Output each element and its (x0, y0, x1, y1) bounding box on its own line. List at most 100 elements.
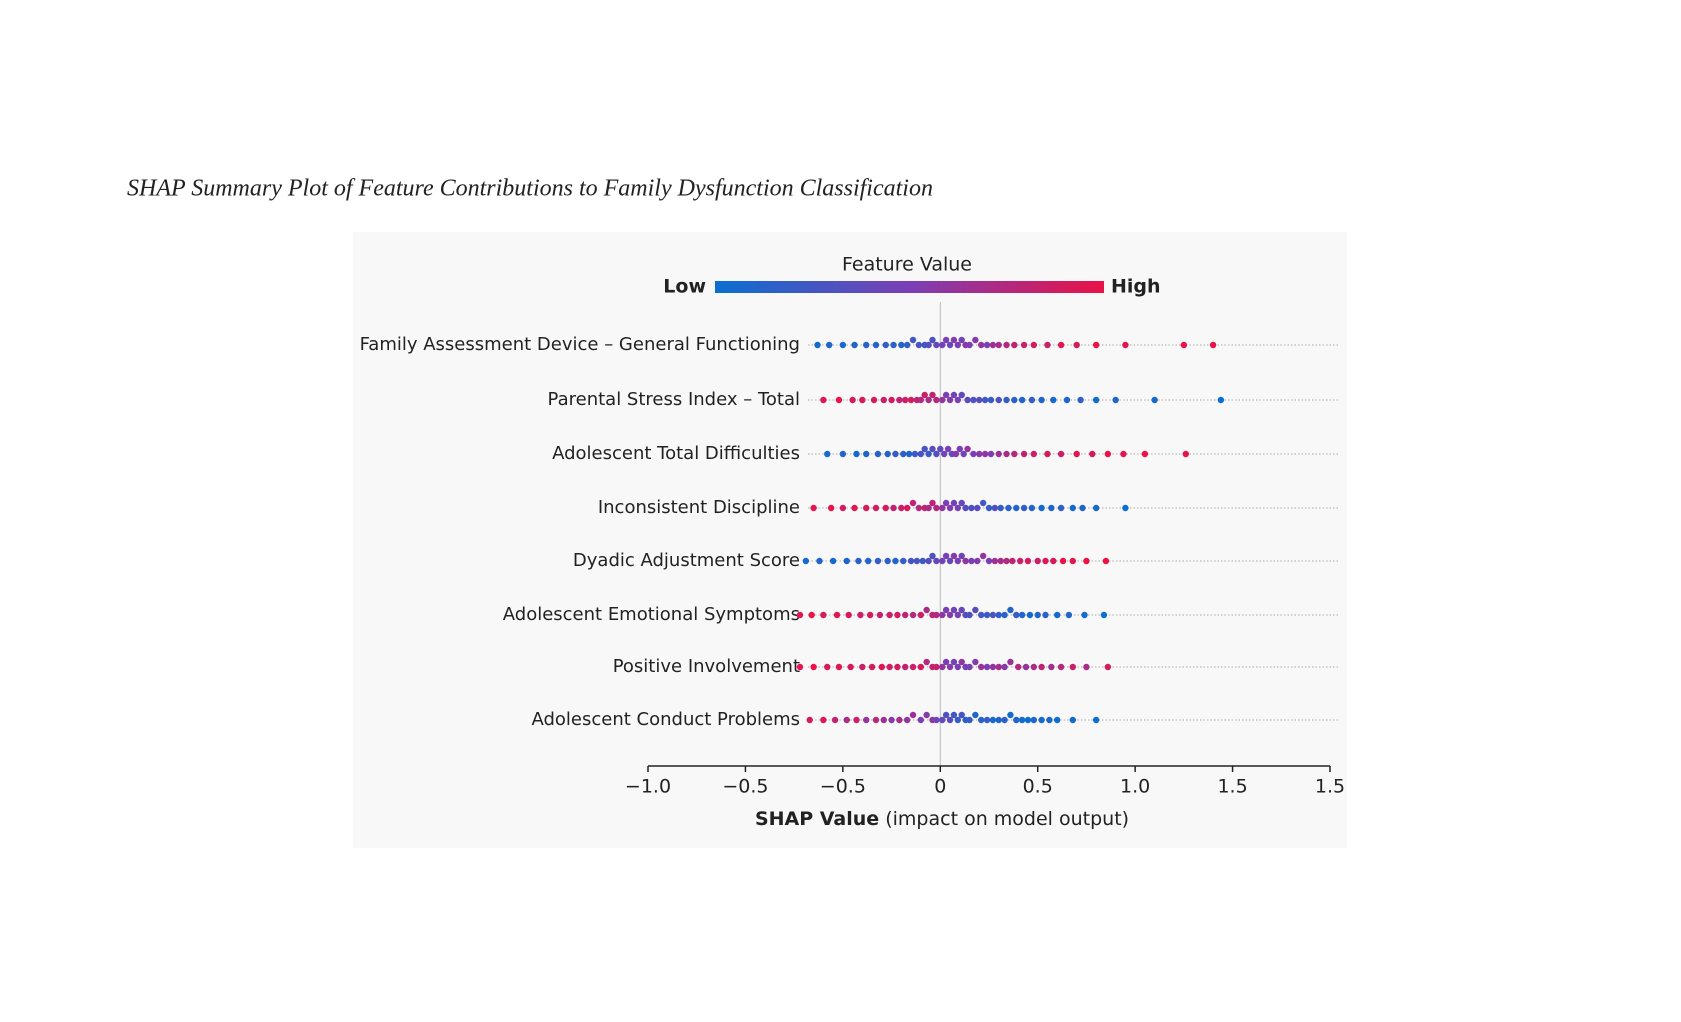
shap-dot (981, 450, 989, 458)
shap-dot (995, 716, 1002, 724)
shap-dot (894, 663, 901, 671)
shap-dot (898, 341, 905, 349)
shap-dot (921, 391, 928, 399)
shap-dot (917, 396, 924, 404)
chart-panel (353, 232, 1347, 848)
shap-dot (939, 341, 946, 349)
shap-dot (972, 658, 979, 666)
shap-dot (925, 504, 932, 512)
shap-dot (985, 504, 993, 512)
shap-dot (958, 711, 965, 719)
shap-dot (946, 716, 954, 724)
shap-dot (964, 445, 971, 453)
shap-dot (1011, 341, 1018, 349)
shap-dot (954, 341, 962, 349)
shap-dot (892, 557, 899, 565)
shap-dot (1077, 396, 1084, 404)
shap-dot (962, 557, 969, 565)
x-axis-title: SHAP Value (755, 808, 879, 830)
shap-dot (1151, 396, 1158, 404)
shap-dot (868, 663, 876, 671)
shap-dot (942, 606, 950, 614)
shap-dot (929, 336, 936, 344)
shap-dot (1020, 341, 1028, 349)
shap-dot (939, 611, 946, 619)
shap-dot (1003, 450, 1010, 458)
shap-dot (859, 663, 866, 671)
shap-dot (1001, 663, 1008, 671)
shap-dot (1063, 396, 1071, 404)
shap-dot (859, 396, 866, 404)
feature-label: Inconsistent Discipline (598, 497, 800, 518)
shap-dot (866, 611, 874, 619)
shap-dot (1081, 611, 1088, 619)
shap-dot (1030, 716, 1038, 724)
shap-dot (903, 504, 911, 512)
shap-dot (923, 711, 930, 719)
shap-dot (958, 658, 965, 666)
shap-dot (942, 391, 950, 399)
shap-dot (1007, 658, 1014, 666)
shap-dot (933, 396, 940, 404)
shap-dot (898, 504, 905, 512)
shap-dot (857, 611, 864, 619)
shap-dot (820, 611, 827, 619)
shap-dot (888, 716, 895, 724)
shap-dot (1001, 716, 1008, 724)
shap-dot (1104, 663, 1112, 671)
shap-dot (808, 611, 815, 619)
shap-dot (1018, 611, 1026, 619)
feature-label: Adolescent Total Difficulties (552, 443, 800, 464)
shap-dot (1073, 341, 1080, 349)
shap-dot (987, 396, 995, 404)
shap-dot (835, 396, 843, 404)
shap-dot (979, 552, 987, 560)
x-tick-label: 0 (934, 776, 946, 798)
shap-dot (1083, 663, 1090, 671)
shap-dot (939, 504, 946, 512)
shap-dot (915, 341, 923, 349)
shap-dot (843, 716, 850, 724)
shap-dot (1020, 450, 1028, 458)
shap-dot (950, 336, 958, 344)
legend-high: High (1111, 276, 1161, 298)
shap-dot (952, 450, 960, 458)
shap-dot (1030, 341, 1038, 349)
shap-dot (995, 611, 1002, 619)
shap-dot (939, 716, 946, 724)
x-tick-label: −0.5 (722, 776, 768, 798)
shap-dot (925, 396, 932, 404)
legend-low: Low (663, 276, 706, 298)
shap-dot (1054, 611, 1061, 619)
shap-dot (845, 611, 852, 619)
shap-dot (939, 557, 946, 565)
shap-dot (909, 336, 917, 344)
shap-dot (1038, 663, 1045, 671)
shap-dot (876, 611, 884, 619)
shap-dot (956, 445, 963, 453)
shap-dot (995, 450, 1002, 458)
shap-dot (814, 341, 821, 349)
shap-dot (831, 716, 839, 724)
shap-dot (896, 396, 903, 404)
shap-dot (944, 445, 952, 453)
shap-dot (1102, 557, 1110, 565)
shap-dot (903, 716, 911, 724)
shap-dot (884, 450, 891, 458)
shap-dot (1020, 504, 1028, 512)
shap-dot (1028, 504, 1036, 512)
shap-dot (1057, 341, 1065, 349)
shap-dot (1018, 396, 1026, 404)
shap-dot (1007, 711, 1014, 719)
shap-dot (933, 450, 940, 458)
shap-dot (1042, 611, 1049, 619)
shap-dot (905, 450, 913, 458)
shap-dot (1209, 341, 1217, 349)
shap-dot (942, 711, 950, 719)
x-tick-label: 1.0 (1120, 776, 1150, 798)
shap-dot (1038, 396, 1045, 404)
shap-dot (874, 557, 882, 565)
shap-dot (954, 716, 962, 724)
shap-dot (978, 341, 985, 349)
shap-dot (907, 396, 915, 404)
